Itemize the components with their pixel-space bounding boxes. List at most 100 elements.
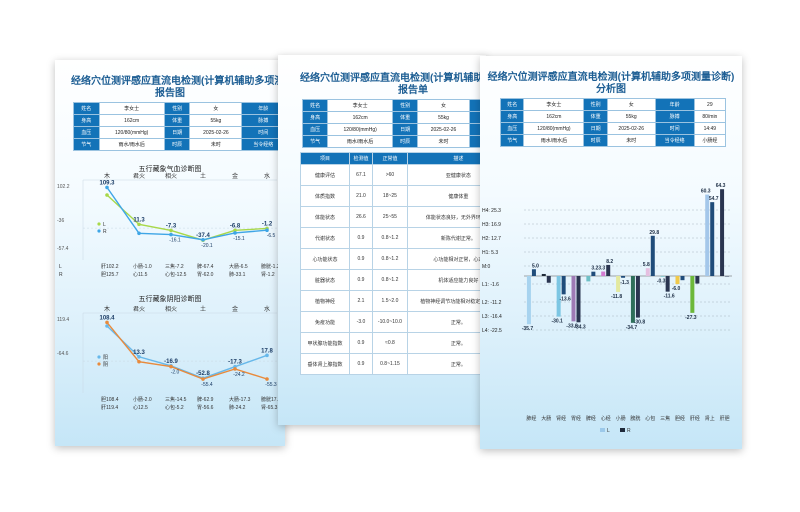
- y-tick-label: L4: -22.5: [482, 328, 502, 334]
- report-cell: 0.9: [348, 353, 374, 375]
- summary-cell: 胃-62.0: [197, 272, 214, 278]
- series-b-line-point: [265, 228, 269, 232]
- bar-L: [601, 271, 606, 276]
- data-label: -6.0: [672, 286, 681, 292]
- report-cell: >60: [372, 164, 408, 186]
- bar-R: [635, 276, 640, 318]
- report-header-cell: 检测值: [348, 152, 374, 165]
- category-label: 金: [232, 172, 238, 180]
- report-cell: 正常。: [406, 311, 486, 333]
- bar-L: [645, 268, 650, 276]
- info-value: 120/80(mmHg): [98, 126, 165, 139]
- series-b-line-point: [169, 364, 173, 369]
- bar-R: [695, 276, 700, 284]
- category-label: 小肠: [616, 415, 626, 422]
- summary-cell: 心11.5: [133, 271, 148, 278]
- data-label: -34.7: [626, 325, 638, 331]
- info-value: 李女士: [327, 99, 393, 112]
- bar-L: [571, 276, 576, 322]
- data-label: -11.8: [611, 294, 622, 300]
- info-key: 体重: [391, 111, 419, 124]
- summary-cell: 肝102.2: [101, 264, 119, 270]
- bar-L: [705, 194, 710, 276]
- y-tick-label: L3: -16.4: [482, 314, 502, 320]
- category-label: 金: [232, 305, 238, 313]
- summary-cell: 小肠-1.0: [133, 263, 152, 270]
- bar-L: [630, 276, 635, 323]
- summary-cell: 膀胱-1.2: [261, 263, 280, 270]
- report-cell: 心功能相对正常，心态: [406, 248, 486, 270]
- report-cell: 心功能状态: [300, 248, 350, 270]
- data-label: -24.2: [233, 372, 245, 378]
- info-value: 2025-02-26: [189, 126, 243, 139]
- report-row: 甲状腺功能指数 0.9 ≈0.8 正常。: [300, 332, 486, 354]
- legend-label: 阳: [103, 354, 108, 361]
- info-key: 日期: [163, 126, 191, 139]
- report-cell: 0.8~1.2: [372, 269, 408, 291]
- info-value: 女: [606, 98, 656, 111]
- series-b-line-point: [201, 377, 205, 381]
- report-header-cell: 描述: [406, 152, 486, 165]
- data-label: -35.7: [522, 326, 534, 332]
- bar-R: [680, 276, 685, 281]
- report-cell: 正常。: [406, 332, 486, 354]
- category-label: 脾经: [586, 415, 596, 422]
- report-cell: 26.6: [348, 206, 374, 228]
- report-row: 脏器状态 0.9 0.8~1.2 机体适应能力良好: [300, 269, 486, 291]
- data-label: -37.4: [196, 233, 210, 239]
- bar-R: [665, 276, 670, 292]
- series-b-line-point: [105, 185, 109, 190]
- report-chart-sheet: 经络穴位测评感应直流电检测(计算机辅助多项测量 报告图 姓名 李女士 性别女年龄 身高…: [55, 60, 285, 446]
- report-header-cell: 项目: [300, 152, 350, 165]
- summary-cell: 胆108.4: [101, 397, 119, 403]
- report-table-sheet: 经络穴位测评感应直流电检测(计算机辅助多项测量 报告单 姓名李女士性别女年龄身高…: [278, 55, 486, 425]
- series-b-line: [106, 186, 268, 241]
- sheet3-title: 经络穴位测评感应直流电检测(计算机辅助多项测量诊断): [487, 72, 735, 83]
- data-label: 5.0: [532, 263, 539, 269]
- data-label: -20.1: [201, 243, 213, 249]
- info-value: 162cm: [523, 110, 585, 123]
- series-a-line: [106, 194, 268, 241]
- info-key: 性别: [583, 98, 608, 111]
- info-value: 162cm: [327, 111, 393, 124]
- info-key: 身高: [301, 111, 329, 124]
- info-key: 节气: [73, 138, 100, 151]
- data-label: 54.7: [709, 196, 719, 202]
- data-label: -1.2: [262, 221, 273, 227]
- info-row: 节气雨水/雨水后时辰未时当令经络: [73, 138, 285, 151]
- data-label: -1.3: [620, 280, 629, 286]
- data-label: 5.8: [643, 262, 650, 268]
- y-tick-label: H3: 16.9: [482, 222, 501, 228]
- report-cell: 18~25: [372, 185, 408, 207]
- series-b-line-point: [137, 359, 141, 364]
- info-key: 日期: [391, 123, 419, 136]
- bar-L: [675, 276, 680, 285]
- data-label: 64.3: [716, 183, 726, 189]
- summary-cell: 肺-24.2: [229, 405, 246, 411]
- report-cell: 健康体重: [406, 185, 486, 207]
- summary-cell: 膀胱17.8: [261, 396, 281, 403]
- info-value: 雨水/雨水后: [523, 134, 585, 147]
- sheet3-subtitle: 分析图: [596, 84, 626, 95]
- series-b-line-point: [105, 320, 109, 325]
- yin-yang-chart: 木 君火 相火 土 金 水 119.4 -64.6 108.4 13.3 -16.9 -52.8 -17…: [57, 305, 281, 411]
- report-cell: 脏器状态: [300, 269, 350, 291]
- data-label: -34.3: [574, 324, 586, 330]
- bar-L: [526, 276, 531, 325]
- category-label: 三焦: [660, 415, 670, 422]
- summary-cell: 心包-5.2: [165, 404, 184, 411]
- bar-R: [546, 276, 551, 283]
- info-key: 姓名: [499, 98, 525, 111]
- series-b-line-point: [265, 377, 269, 381]
- bar-R: [591, 271, 596, 276]
- report-cell: ≈0.8: [372, 332, 408, 354]
- summary-cell: 肾-1.2: [261, 271, 275, 278]
- data-label: -7.3: [166, 223, 177, 229]
- data-label: 3.3: [598, 266, 605, 272]
- data-label: 109.3: [99, 180, 115, 186]
- info-key: 脉搏: [654, 110, 695, 123]
- data-label: 8.2: [606, 259, 613, 265]
